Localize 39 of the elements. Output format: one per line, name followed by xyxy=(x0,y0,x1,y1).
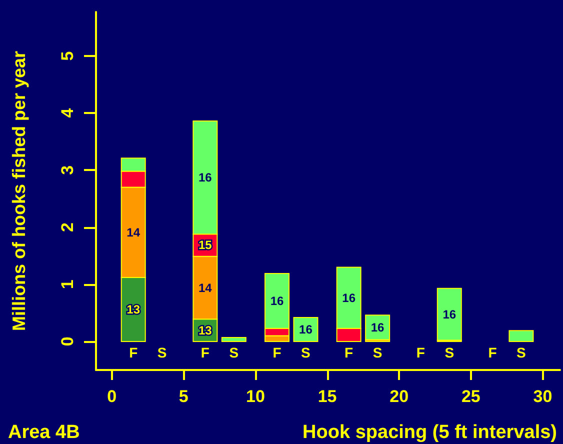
annotation: F xyxy=(272,344,282,360)
annotation: S xyxy=(301,344,310,360)
series-label: 15 xyxy=(198,238,212,252)
text: Area 4B xyxy=(8,422,80,443)
annotation: S xyxy=(372,344,382,360)
text: 14 xyxy=(198,280,212,295)
x-axis-title: Hook spacing (5 ft intervals) xyxy=(302,422,558,443)
annotation: S xyxy=(229,344,239,360)
text: 13 xyxy=(126,302,140,316)
x-tick-label: 30 xyxy=(533,387,552,406)
y-tick-label: 0 xyxy=(58,336,77,346)
x-tick-label: 5 xyxy=(178,387,188,406)
series-label: 13 xyxy=(198,323,212,338)
y-tick-label: 5 xyxy=(58,51,77,61)
y-tick-label: 1 xyxy=(58,280,77,290)
series-label: 14 xyxy=(126,225,140,240)
annotation: S xyxy=(444,344,454,360)
x-tick-label: 15 xyxy=(318,387,337,406)
text: 16 xyxy=(442,307,456,322)
annotation: F xyxy=(200,344,210,360)
text: 16 xyxy=(270,294,284,308)
x-tick-label: 0 xyxy=(107,387,117,406)
annotation: F xyxy=(488,344,498,360)
annotation: F xyxy=(129,344,138,360)
annotation: S xyxy=(516,344,526,360)
x-tick-label: 20 xyxy=(390,387,409,406)
y-tick-label: 4 xyxy=(58,108,77,118)
annotation: F xyxy=(344,344,354,360)
y-axis-title: Millions of hooks fished per year xyxy=(9,50,29,332)
series-label: 16 xyxy=(299,322,313,336)
y-tick-label: 3 xyxy=(58,165,77,175)
text: 16 xyxy=(198,170,212,185)
y-tick-label: 2 xyxy=(58,222,77,232)
x-tick-label: 10 xyxy=(246,387,265,406)
annotation: S xyxy=(157,344,167,360)
annotation: F xyxy=(416,344,426,360)
text: 16 xyxy=(342,290,356,305)
text: 16 xyxy=(370,320,384,334)
x-tick-label: 25 xyxy=(461,387,480,406)
